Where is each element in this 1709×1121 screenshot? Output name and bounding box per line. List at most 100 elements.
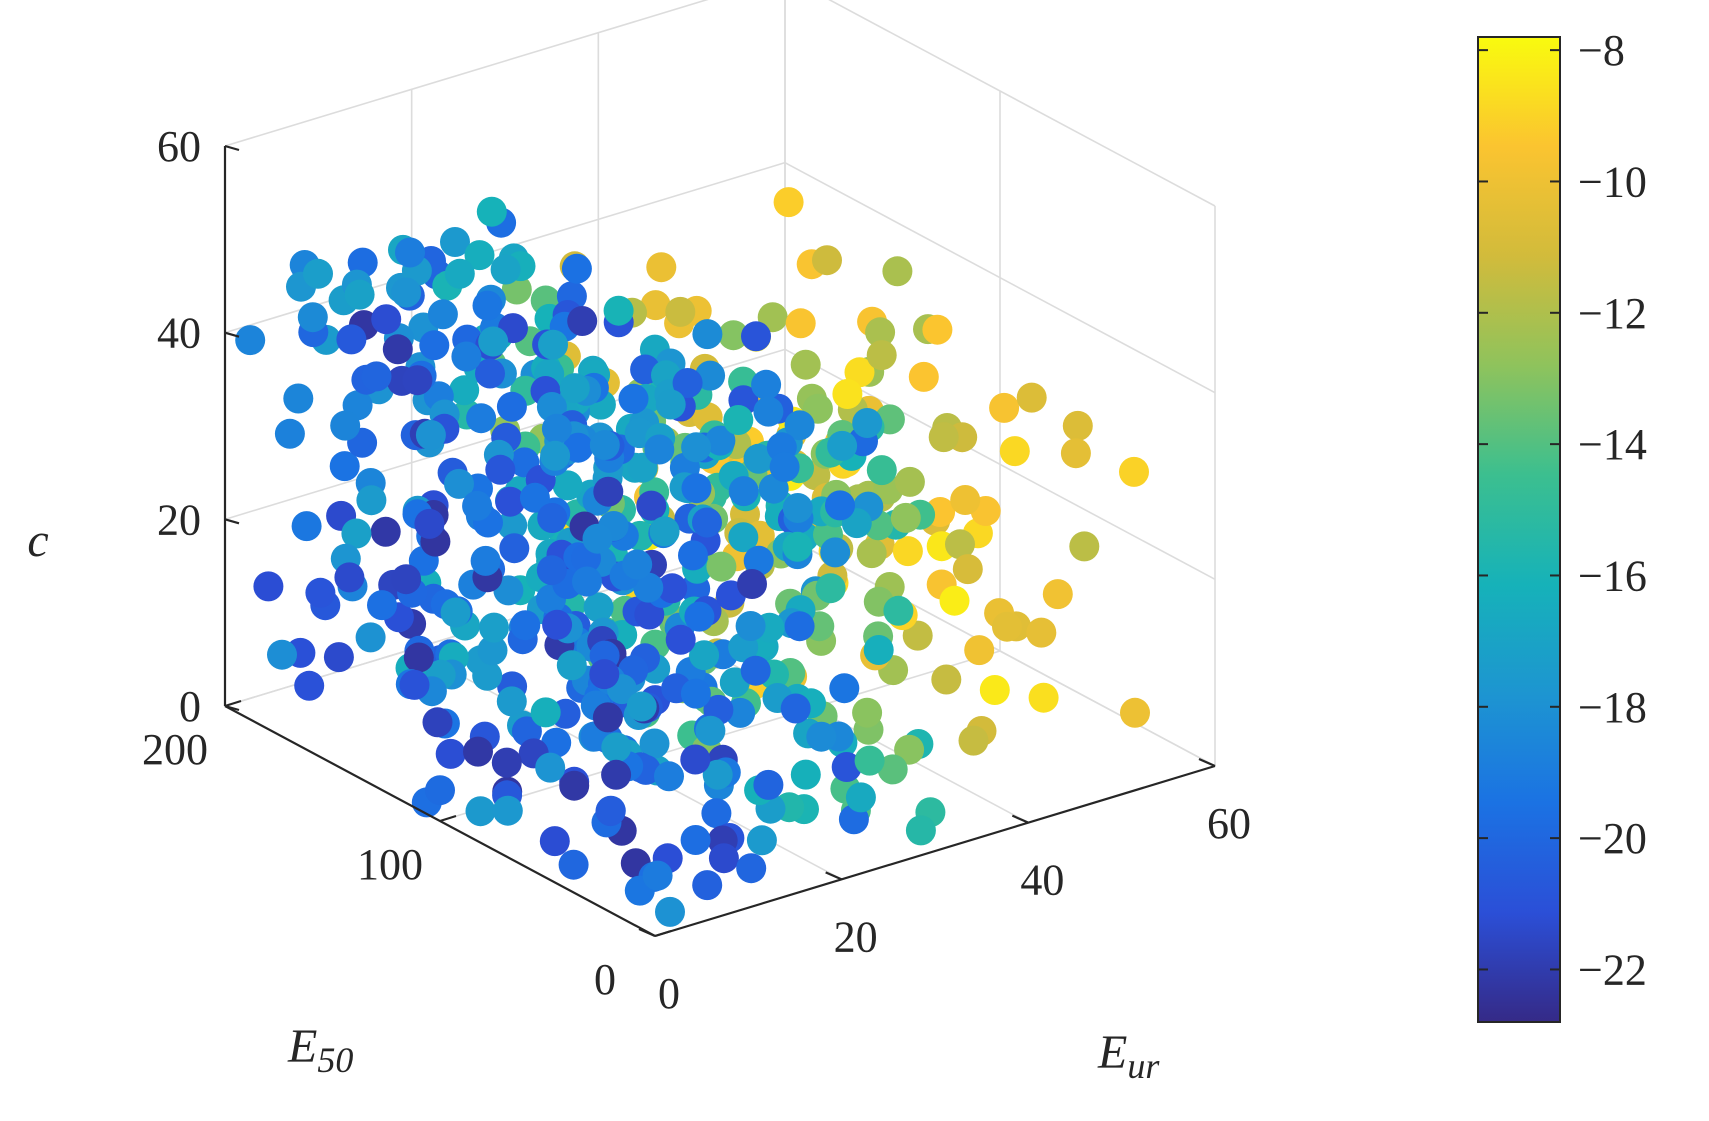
data-point bbox=[519, 482, 550, 513]
colorbar-tick-label: −14 bbox=[1578, 420, 1647, 469]
data-point bbox=[992, 611, 1022, 642]
data-point bbox=[743, 443, 774, 474]
data-point bbox=[649, 516, 680, 547]
colorbar-tick-label: −16 bbox=[1578, 551, 1647, 600]
data-point bbox=[905, 815, 936, 846]
data-point bbox=[492, 795, 523, 826]
data-point bbox=[784, 410, 815, 441]
data-point bbox=[496, 686, 527, 717]
data-point bbox=[382, 334, 413, 365]
colorbar-tick-label: −22 bbox=[1578, 945, 1647, 994]
x-tick-mark bbox=[825, 871, 843, 881]
data-point bbox=[291, 511, 322, 542]
data-point bbox=[559, 373, 590, 404]
data-point bbox=[866, 455, 897, 486]
data-point bbox=[979, 675, 1010, 705]
data-point bbox=[672, 368, 703, 398]
data-point bbox=[636, 490, 667, 521]
data-point bbox=[706, 551, 737, 582]
z-tick-mark bbox=[224, 518, 240, 525]
y-tick-mark bbox=[439, 814, 457, 823]
data-point bbox=[440, 597, 471, 628]
data-point bbox=[297, 302, 328, 333]
data-point bbox=[890, 502, 921, 533]
data-point bbox=[736, 853, 767, 884]
data-point bbox=[601, 732, 632, 763]
data-point bbox=[784, 611, 815, 642]
data-point bbox=[414, 508, 445, 539]
data-point bbox=[892, 536, 923, 567]
z-tick-mark bbox=[224, 144, 240, 152]
colorbar-tick-label: −18 bbox=[1578, 683, 1647, 732]
data-point bbox=[1026, 617, 1057, 648]
data-point bbox=[601, 759, 632, 790]
data-point bbox=[958, 725, 989, 756]
data-point bbox=[735, 611, 766, 641]
data-point bbox=[567, 306, 598, 336]
data-point bbox=[470, 545, 501, 576]
data-point bbox=[537, 503, 568, 533]
data-point bbox=[538, 329, 568, 360]
data-point bbox=[806, 721, 837, 752]
data-point bbox=[702, 759, 733, 790]
data-point bbox=[665, 296, 696, 327]
data-point bbox=[589, 659, 620, 690]
data-point bbox=[1028, 682, 1059, 713]
data-point bbox=[854, 745, 885, 776]
y-axis-label: E50 bbox=[287, 1020, 353, 1080]
data-point bbox=[361, 361, 392, 392]
data-point bbox=[999, 436, 1030, 467]
data-point bbox=[592, 702, 623, 733]
data-point bbox=[491, 747, 522, 778]
x-axis-line bbox=[654, 764, 1216, 938]
data-point bbox=[253, 571, 284, 602]
data-point bbox=[341, 518, 372, 549]
data-point bbox=[449, 375, 480, 406]
data-point bbox=[541, 413, 572, 444]
data-point bbox=[753, 769, 784, 800]
data-point bbox=[583, 592, 614, 623]
data-point bbox=[1042, 579, 1073, 610]
data-point bbox=[692, 507, 722, 538]
data-point bbox=[589, 430, 620, 460]
data-point bbox=[705, 425, 736, 456]
data-point bbox=[773, 187, 804, 218]
z-tick-mark bbox=[224, 331, 240, 338]
y-tick-label: 100 bbox=[357, 840, 423, 889]
data-point bbox=[928, 422, 959, 453]
data-point bbox=[654, 761, 684, 792]
data-point bbox=[618, 383, 649, 414]
data-point bbox=[665, 624, 696, 655]
data-point bbox=[692, 319, 723, 350]
x-tick-label: 0 bbox=[658, 969, 680, 1018]
data-point bbox=[355, 622, 386, 653]
data-point bbox=[497, 510, 528, 541]
data-point bbox=[931, 664, 962, 695]
z-tick-label: 20 bbox=[157, 495, 201, 544]
z-tick-label: 40 bbox=[157, 309, 201, 358]
data-point bbox=[595, 796, 626, 827]
data-point bbox=[728, 476, 759, 507]
data-point bbox=[435, 738, 466, 769]
data-point bbox=[790, 759, 821, 790]
data-point bbox=[464, 240, 495, 271]
data-point bbox=[603, 295, 634, 326]
data-point bbox=[479, 612, 509, 643]
data-point bbox=[477, 635, 508, 666]
data-point bbox=[323, 642, 354, 673]
data-point bbox=[989, 392, 1020, 423]
data-point bbox=[852, 408, 883, 438]
data-point bbox=[329, 451, 360, 482]
data-point bbox=[640, 290, 671, 321]
data-point bbox=[708, 843, 739, 874]
data-point bbox=[820, 537, 851, 568]
z-axis-label: c bbox=[27, 514, 48, 567]
data-point bbox=[684, 601, 715, 632]
data-point bbox=[743, 545, 774, 576]
data-point bbox=[1120, 697, 1150, 728]
data-point bbox=[622, 549, 653, 580]
data-point bbox=[655, 389, 686, 420]
data-point bbox=[463, 736, 493, 767]
grid-line bbox=[224, 0, 709, 147]
